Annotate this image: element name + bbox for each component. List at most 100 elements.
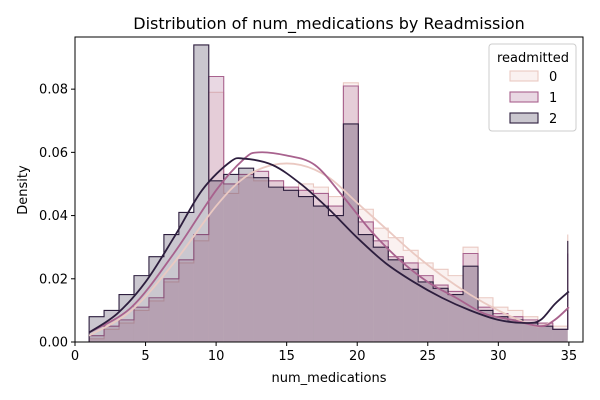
bar-series-0-bin-26 [478, 297, 493, 342]
bar-series-0-bin-27 [492, 307, 508, 342]
histogram-series-1 [88, 75, 569, 343]
bar-series-2-bin-21 [403, 269, 419, 342]
legend-label-1: 1 [549, 91, 557, 106]
bar-series-2-bin-17 [343, 123, 359, 342]
bar-series-0-bin-30 [537, 323, 553, 342]
kde-line-series-1 [88, 151, 570, 334]
bar-series-2-bin-2 [119, 294, 134, 342]
bar-series-2-bin-20 [388, 259, 404, 342]
legend-box [488, 43, 577, 132]
histogram-bars [88, 44, 569, 343]
kde-curves [88, 151, 570, 337]
bar-series-1-bin-1 [104, 326, 120, 342]
bar-series-2-bin-27 [492, 316, 508, 342]
legend-label-0: 0 [549, 70, 557, 85]
bar-series-2-bin-31 [552, 329, 568, 342]
x-tick-label: 20 [349, 349, 366, 364]
bar-series-1-bin-7 [193, 234, 209, 342]
bar-series-0-bin-2 [119, 323, 134, 342]
legend-label-2: 2 [549, 112, 557, 127]
legend-swatch-1 [509, 91, 539, 103]
bar-series-0-bin-12 [268, 180, 284, 342]
bar-series-2-bin-26 [478, 310, 493, 342]
bar-series-0-bin-10 [238, 177, 254, 342]
y-tick-label: 0.04 [39, 209, 68, 224]
bar-series-2-bin-8 [208, 180, 224, 342]
bar-series-1-bin-16 [328, 206, 344, 342]
bar-series-1-bin-12 [268, 180, 284, 342]
y-axis: 0.00 0.02 0.04 0.06 0.08 [39, 83, 75, 351]
bar-series-2-bin-3 [133, 275, 149, 342]
bar-series-0-bin-15 [313, 187, 329, 342]
legend-entry-0: 0 [509, 70, 557, 85]
bar-outline-series-2 [88, 44, 569, 342]
bar-series-2-bin-30 [537, 326, 553, 342]
y-tick-label: 0.08 [39, 83, 68, 98]
legend-swatch-2 [509, 112, 539, 124]
bar-series-2-bin-6 [178, 212, 194, 342]
bar-series-1-bin-25 [463, 253, 479, 342]
bar-series-1-bin-8 [208, 76, 224, 342]
bar-series-1-bin-11 [253, 171, 269, 342]
bar-series-0-bin-3 [133, 310, 149, 342]
y-axis-label: Density [16, 165, 31, 215]
bar-series-0-bin-7 [193, 240, 209, 342]
bar-series-0-bin-28 [507, 310, 523, 342]
bar-series-0-bin-17 [343, 82, 359, 343]
legend: readmitted 0 1 2 [488, 43, 577, 132]
legend-title: readmitted [497, 51, 569, 66]
bar-series-0-bin-8 [208, 92, 224, 342]
x-tick-label: 5 [141, 349, 149, 364]
bar-series-0-bin-9 [223, 193, 239, 342]
bar-series-2-bin-11 [253, 177, 269, 342]
bar-series-1-bin-14 [298, 190, 314, 342]
legend-entries: 0 1 2 [509, 70, 557, 127]
bar-series-2-bin-7 [193, 44, 209, 343]
bar-series-1-bin-10 [238, 174, 254, 342]
x-tick-label: 25 [420, 349, 437, 364]
y-tick-label: 0.02 [39, 272, 68, 287]
bar-series-2-bin-14 [298, 196, 314, 342]
histogram-series-0 [88, 82, 569, 343]
bar-series-2-bin-22 [418, 281, 434, 342]
bar-series-0-bin-14 [298, 183, 314, 342]
x-tick-label: 10 [208, 349, 225, 364]
bar-series-0-bin-1 [104, 329, 120, 342]
bar-series-2-bin-4 [148, 256, 164, 342]
legend-entry-1: 1 [509, 91, 557, 106]
y-tick-label: 0.06 [39, 146, 68, 161]
bar-series-2-bin-23 [433, 288, 449, 342]
bar-series-1-bin-24 [448, 291, 464, 342]
bar-series-1-bin-6 [178, 259, 194, 342]
chart-title: Distribution of num_medications by Readm… [133, 14, 525, 34]
bar-series-1-bin-30 [537, 323, 553, 342]
histogram-series-2 [88, 44, 569, 343]
bar-series-2-bin-29 [522, 323, 538, 342]
bar-series-2-bin-10 [238, 168, 254, 342]
bar-series-1-bin-13 [283, 187, 299, 342]
bar-series-0-bin-11 [253, 180, 269, 342]
bar-series-2-bin-19 [373, 247, 389, 342]
bar-series-0-bin-13 [283, 187, 299, 342]
plot-frame [74, 36, 584, 343]
bar-series-1-bin-2 [119, 319, 134, 342]
bar-series-1-bin-3 [133, 307, 149, 342]
bar-series-0-bin-4 [148, 300, 164, 342]
x-tick-label: 0 [71, 349, 79, 364]
bar-series-2-bin-18 [358, 234, 374, 342]
bar-series-2-bin-16 [328, 215, 344, 342]
y-tick-label: 0.00 [39, 336, 68, 351]
bar-series-2-bin-15 [313, 206, 329, 342]
kde-line-series-2 [88, 157, 570, 334]
bar-series-2-bin-12 [268, 187, 284, 342]
x-axis-label: num_medications [272, 371, 387, 386]
bar-series-0-bin-24 [448, 275, 464, 342]
bar-series-0-bin-0 [89, 338, 105, 342]
bar-series-0-bin-16 [328, 196, 344, 342]
bar-series-1-bin-0 [89, 335, 105, 342]
bar-series-0-bin-6 [178, 262, 194, 342]
bar-series-0-bin-20 [388, 237, 404, 342]
bar-series-2-bin-25 [463, 266, 479, 342]
bar-series-1-bin-9 [223, 183, 239, 342]
